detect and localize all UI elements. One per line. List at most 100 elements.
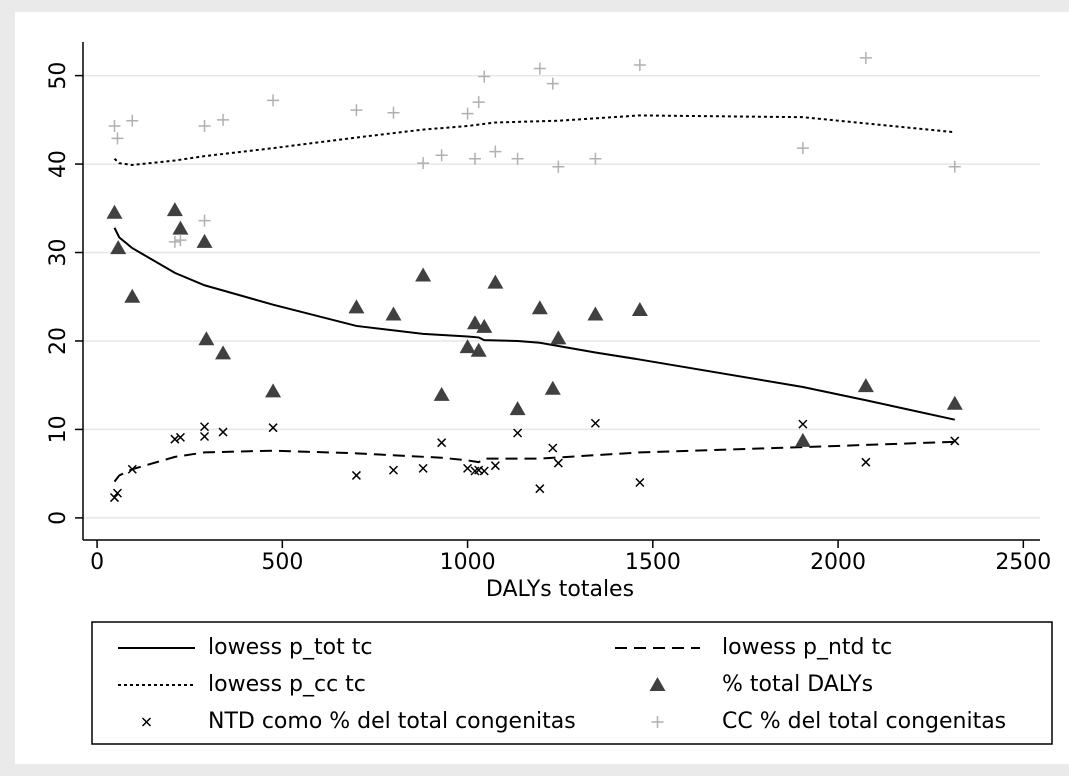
triangle-marker — [476, 318, 493, 333]
triangle-marker — [196, 233, 213, 248]
x-marker — [490, 461, 500, 471]
plus-marker — [511, 152, 524, 165]
plus-marker — [546, 77, 559, 90]
x-marker — [798, 419, 808, 429]
y-tick-label: 10 — [46, 415, 71, 443]
plus-marker — [174, 234, 187, 247]
legend-symbol — [141, 717, 152, 727]
triangle-marker — [415, 267, 432, 282]
x-tick-label: 0 — [90, 550, 104, 575]
plus-marker — [387, 106, 400, 119]
legend-label: CC % del total congenitas — [722, 709, 1006, 734]
x-marker — [553, 458, 563, 468]
x-marker — [479, 466, 489, 476]
triangle-marker — [794, 432, 811, 447]
x-tick-label: 500 — [261, 550, 303, 575]
triangle-marker — [385, 306, 402, 321]
x-marker — [218, 427, 228, 437]
x-marker — [175, 432, 185, 442]
plus-marker — [633, 58, 646, 71]
triangle-marker — [544, 380, 561, 395]
plus-marker — [168, 235, 181, 248]
triangle-marker — [531, 300, 548, 315]
x-marker — [437, 438, 447, 448]
y-tick-label: 20 — [46, 327, 71, 355]
triangle-marker — [215, 345, 232, 360]
triangle-marker — [470, 342, 487, 357]
triangle-marker — [124, 288, 141, 303]
plus-marker — [472, 96, 485, 109]
triangle-marker — [106, 204, 123, 219]
triangle-marker — [946, 395, 963, 410]
x-axis-title: DALYs totales — [486, 577, 634, 602]
y-tick-label: 30 — [46, 239, 71, 267]
x-marker — [268, 423, 278, 433]
plus-marker — [126, 114, 139, 127]
x-marker — [112, 488, 122, 498]
plus-marker — [267, 94, 280, 107]
legend-label: % total DALYs — [722, 672, 873, 697]
lowess-line — [113, 440, 955, 483]
triangle-marker — [857, 378, 874, 393]
x-marker — [170, 434, 180, 444]
plus-marker — [198, 214, 211, 227]
x-marker — [861, 457, 871, 467]
x-marker — [513, 428, 523, 438]
y-tick-label: 50 — [46, 62, 71, 90]
x-marker — [535, 484, 545, 494]
triangle-marker — [348, 299, 365, 314]
plus-marker — [435, 149, 448, 162]
plus-marker — [552, 160, 565, 173]
plus-marker — [108, 120, 121, 133]
triangle-marker — [433, 386, 450, 401]
plus-marker — [111, 132, 124, 145]
x-marker — [590, 418, 600, 428]
triangle-marker — [166, 202, 183, 217]
x-tick-label: 2000 — [810, 550, 866, 575]
plus-marker — [461, 107, 474, 120]
x-marker — [463, 463, 473, 473]
plus-marker — [468, 152, 481, 165]
lowess-line — [113, 227, 955, 421]
plus-marker — [589, 152, 602, 165]
plus-marker — [478, 70, 491, 83]
triangle-marker — [631, 302, 648, 317]
x-marker — [199, 431, 210, 442]
plus-marker — [198, 120, 211, 133]
plus-marker — [796, 142, 809, 155]
triangle-marker — [110, 240, 127, 255]
x-marker — [950, 436, 960, 446]
plus-marker — [489, 145, 502, 158]
legend-label: lowess p_tot tc — [208, 635, 372, 660]
lowess-line — [113, 114, 955, 166]
x-tick-label: 1500 — [625, 550, 681, 575]
x-marker — [635, 477, 645, 488]
triangle-marker — [509, 401, 526, 416]
x-marker — [127, 464, 137, 474]
legend-label: NTD como % del total congenitas — [208, 709, 576, 734]
legend-label: lowess p_cc tc — [208, 672, 366, 697]
triangle-marker — [459, 339, 476, 354]
x-tick-label: 2500 — [995, 550, 1051, 575]
plus-marker — [350, 104, 363, 117]
legend-symbol — [651, 716, 664, 728]
plus-marker — [533, 62, 546, 75]
triangle-marker — [466, 315, 483, 330]
x-marker — [388, 465, 399, 475]
x-marker — [418, 463, 428, 473]
x-marker — [199, 422, 210, 432]
y-tick-label: 0 — [46, 511, 71, 525]
plus-marker — [859, 51, 872, 64]
x-marker — [351, 470, 361, 480]
plus-marker — [948, 160, 961, 173]
plus-marker — [217, 113, 230, 126]
triangle-marker — [550, 330, 567, 345]
triangle-marker — [198, 331, 215, 346]
legend-symbol — [649, 677, 666, 691]
x-marker — [548, 443, 558, 453]
plus-marker — [417, 157, 430, 170]
triangle-marker — [487, 274, 504, 289]
triangle-marker — [587, 306, 604, 321]
